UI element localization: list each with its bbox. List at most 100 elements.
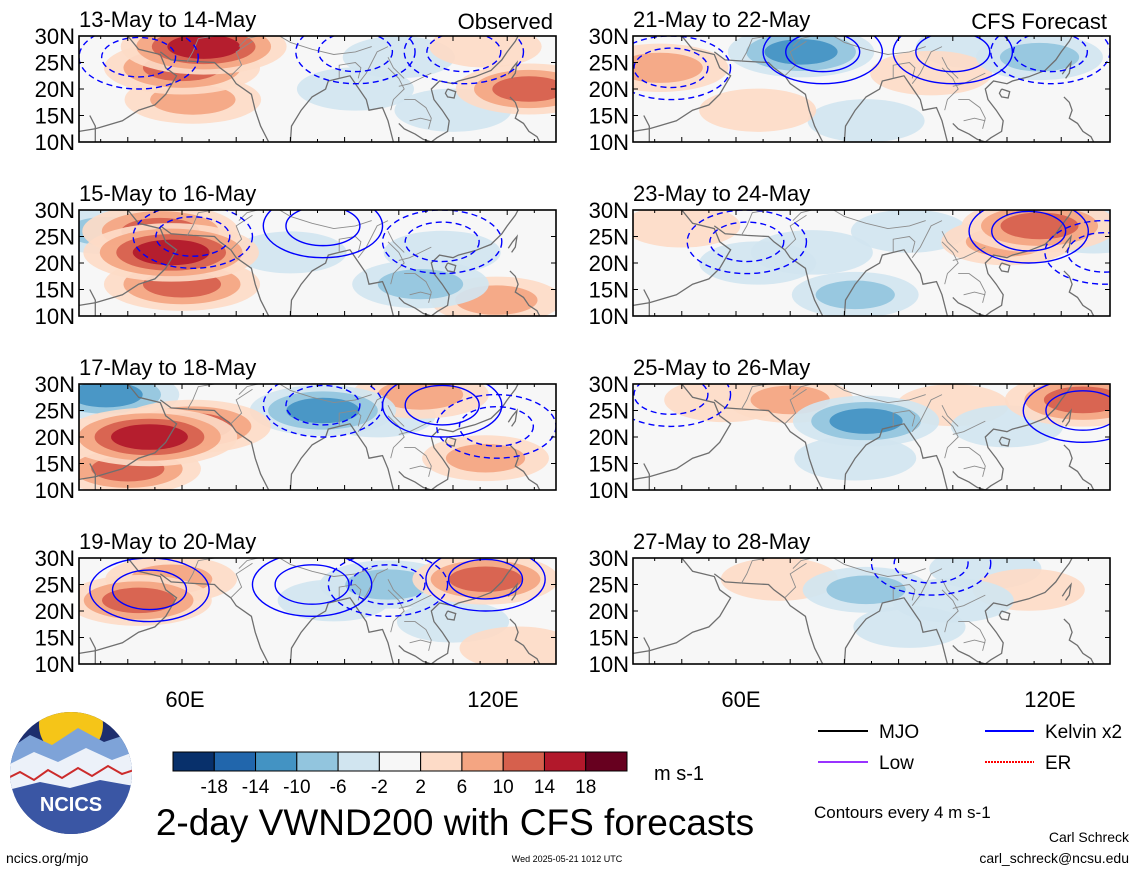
lat-tick-label: 20N (589, 77, 629, 102)
anomaly-patch (829, 408, 903, 434)
anomaly-patch (633, 52, 703, 83)
country-border (911, 394, 943, 432)
anomaly-patch (750, 230, 873, 275)
country-border (958, 621, 986, 651)
country-border (409, 291, 432, 296)
kelvin-contour (892, 36, 1014, 85)
coastline (1063, 270, 1095, 316)
coastline (1061, 408, 1073, 427)
country-border (409, 465, 432, 470)
country-border (338, 410, 362, 427)
country-border (187, 384, 215, 410)
country-border (387, 56, 405, 79)
colorbar-swatch (585, 751, 628, 772)
coastline (952, 558, 1073, 664)
column-header: Observed (458, 9, 553, 34)
kelvin-contour (132, 210, 254, 269)
country-border (387, 589, 405, 633)
country-border (387, 404, 405, 427)
lat-tick-label: 25N (35, 399, 75, 424)
country-border (387, 230, 405, 253)
timestamp: Wed 2025-05-21 1012 UTC (512, 854, 623, 864)
colorbar-tick-label: 2 (415, 777, 426, 798)
lat-tick-label: 15N (35, 278, 75, 303)
anomaly-patch (102, 587, 176, 614)
country-border (741, 384, 769, 410)
panel-period-label: 13-May to 14-May (79, 7, 256, 32)
logo-text: NCICS (40, 794, 102, 816)
map-field (79, 384, 556, 490)
country-border (387, 241, 405, 285)
country-border (279, 210, 372, 230)
country-border (952, 594, 986, 609)
coastline (998, 262, 1011, 273)
country-border (958, 99, 986, 129)
lat-tick-label: 15N (35, 626, 75, 651)
anomaly-patch (377, 269, 464, 300)
anomaly-patch (870, 50, 993, 96)
lon-tick-label: 120E (1024, 687, 1075, 712)
country-border (187, 210, 215, 236)
coastline (643, 637, 650, 664)
kelvin-contour (1022, 384, 1110, 443)
kelvin-contour (1012, 36, 1089, 73)
map-field (633, 36, 1110, 142)
country-border (230, 562, 253, 599)
kelvin-contour (633, 47, 709, 89)
colorbar-tick-label: -2 (371, 777, 388, 798)
lat-tick-label: 20N (35, 599, 75, 624)
coastline (633, 558, 732, 655)
lat-tick-label: 15N (589, 278, 629, 303)
kelvin-contour (633, 384, 709, 416)
country-border (409, 639, 432, 644)
country-border (792, 558, 813, 569)
kelvin-contour (425, 558, 546, 612)
lat-tick-label: 20N (35, 77, 75, 102)
lat-tick-label: 20N (35, 251, 75, 276)
coastline (952, 384, 1073, 490)
coastline (89, 637, 96, 664)
coastline (89, 463, 96, 490)
country-border (892, 62, 916, 79)
anomaly-patch (826, 575, 906, 605)
anomaly-patch (448, 566, 523, 592)
country-border (792, 210, 813, 221)
lat-tick-label: 25N (35, 573, 75, 598)
country-border (892, 236, 916, 253)
country-border (963, 117, 986, 122)
coastline (633, 384, 732, 481)
kelvin-contour (350, 564, 426, 605)
anomaly-patch (1043, 386, 1110, 414)
coastline (843, 423, 949, 490)
colorbar-swatch (337, 751, 380, 772)
panel-period-label: 27-May to 28-May (633, 529, 810, 554)
country-border (833, 210, 926, 230)
lat-tick-label: 10N (589, 130, 629, 155)
kelvin-contour (295, 36, 416, 85)
country-border (792, 384, 813, 395)
colorbar-swatch (502, 751, 545, 772)
anomaly-patch (345, 569, 431, 600)
anomaly-patch (850, 210, 968, 253)
lat-tick-label: 30N (589, 372, 629, 397)
anomaly-patch (764, 39, 838, 65)
country-border (187, 558, 215, 584)
lat-tick-label: 30N (589, 546, 629, 571)
colorbar-swatch (213, 751, 257, 772)
colorbar-units: m s-1 (654, 763, 704, 785)
contour-note: Contours every 4 m s-1 (814, 803, 991, 822)
country-border (279, 36, 372, 55)
country-border (963, 465, 986, 470)
colorbar-swatch (296, 751, 339, 772)
panel-period-label: 23-May to 24-May (633, 181, 810, 206)
coastline (89, 115, 96, 142)
coastline (289, 249, 395, 316)
kelvin-contour (447, 558, 524, 600)
kelvin-contour (155, 216, 231, 257)
coastline (89, 289, 96, 316)
coastline (398, 36, 519, 142)
coastline (289, 597, 395, 664)
coastline (289, 423, 395, 490)
